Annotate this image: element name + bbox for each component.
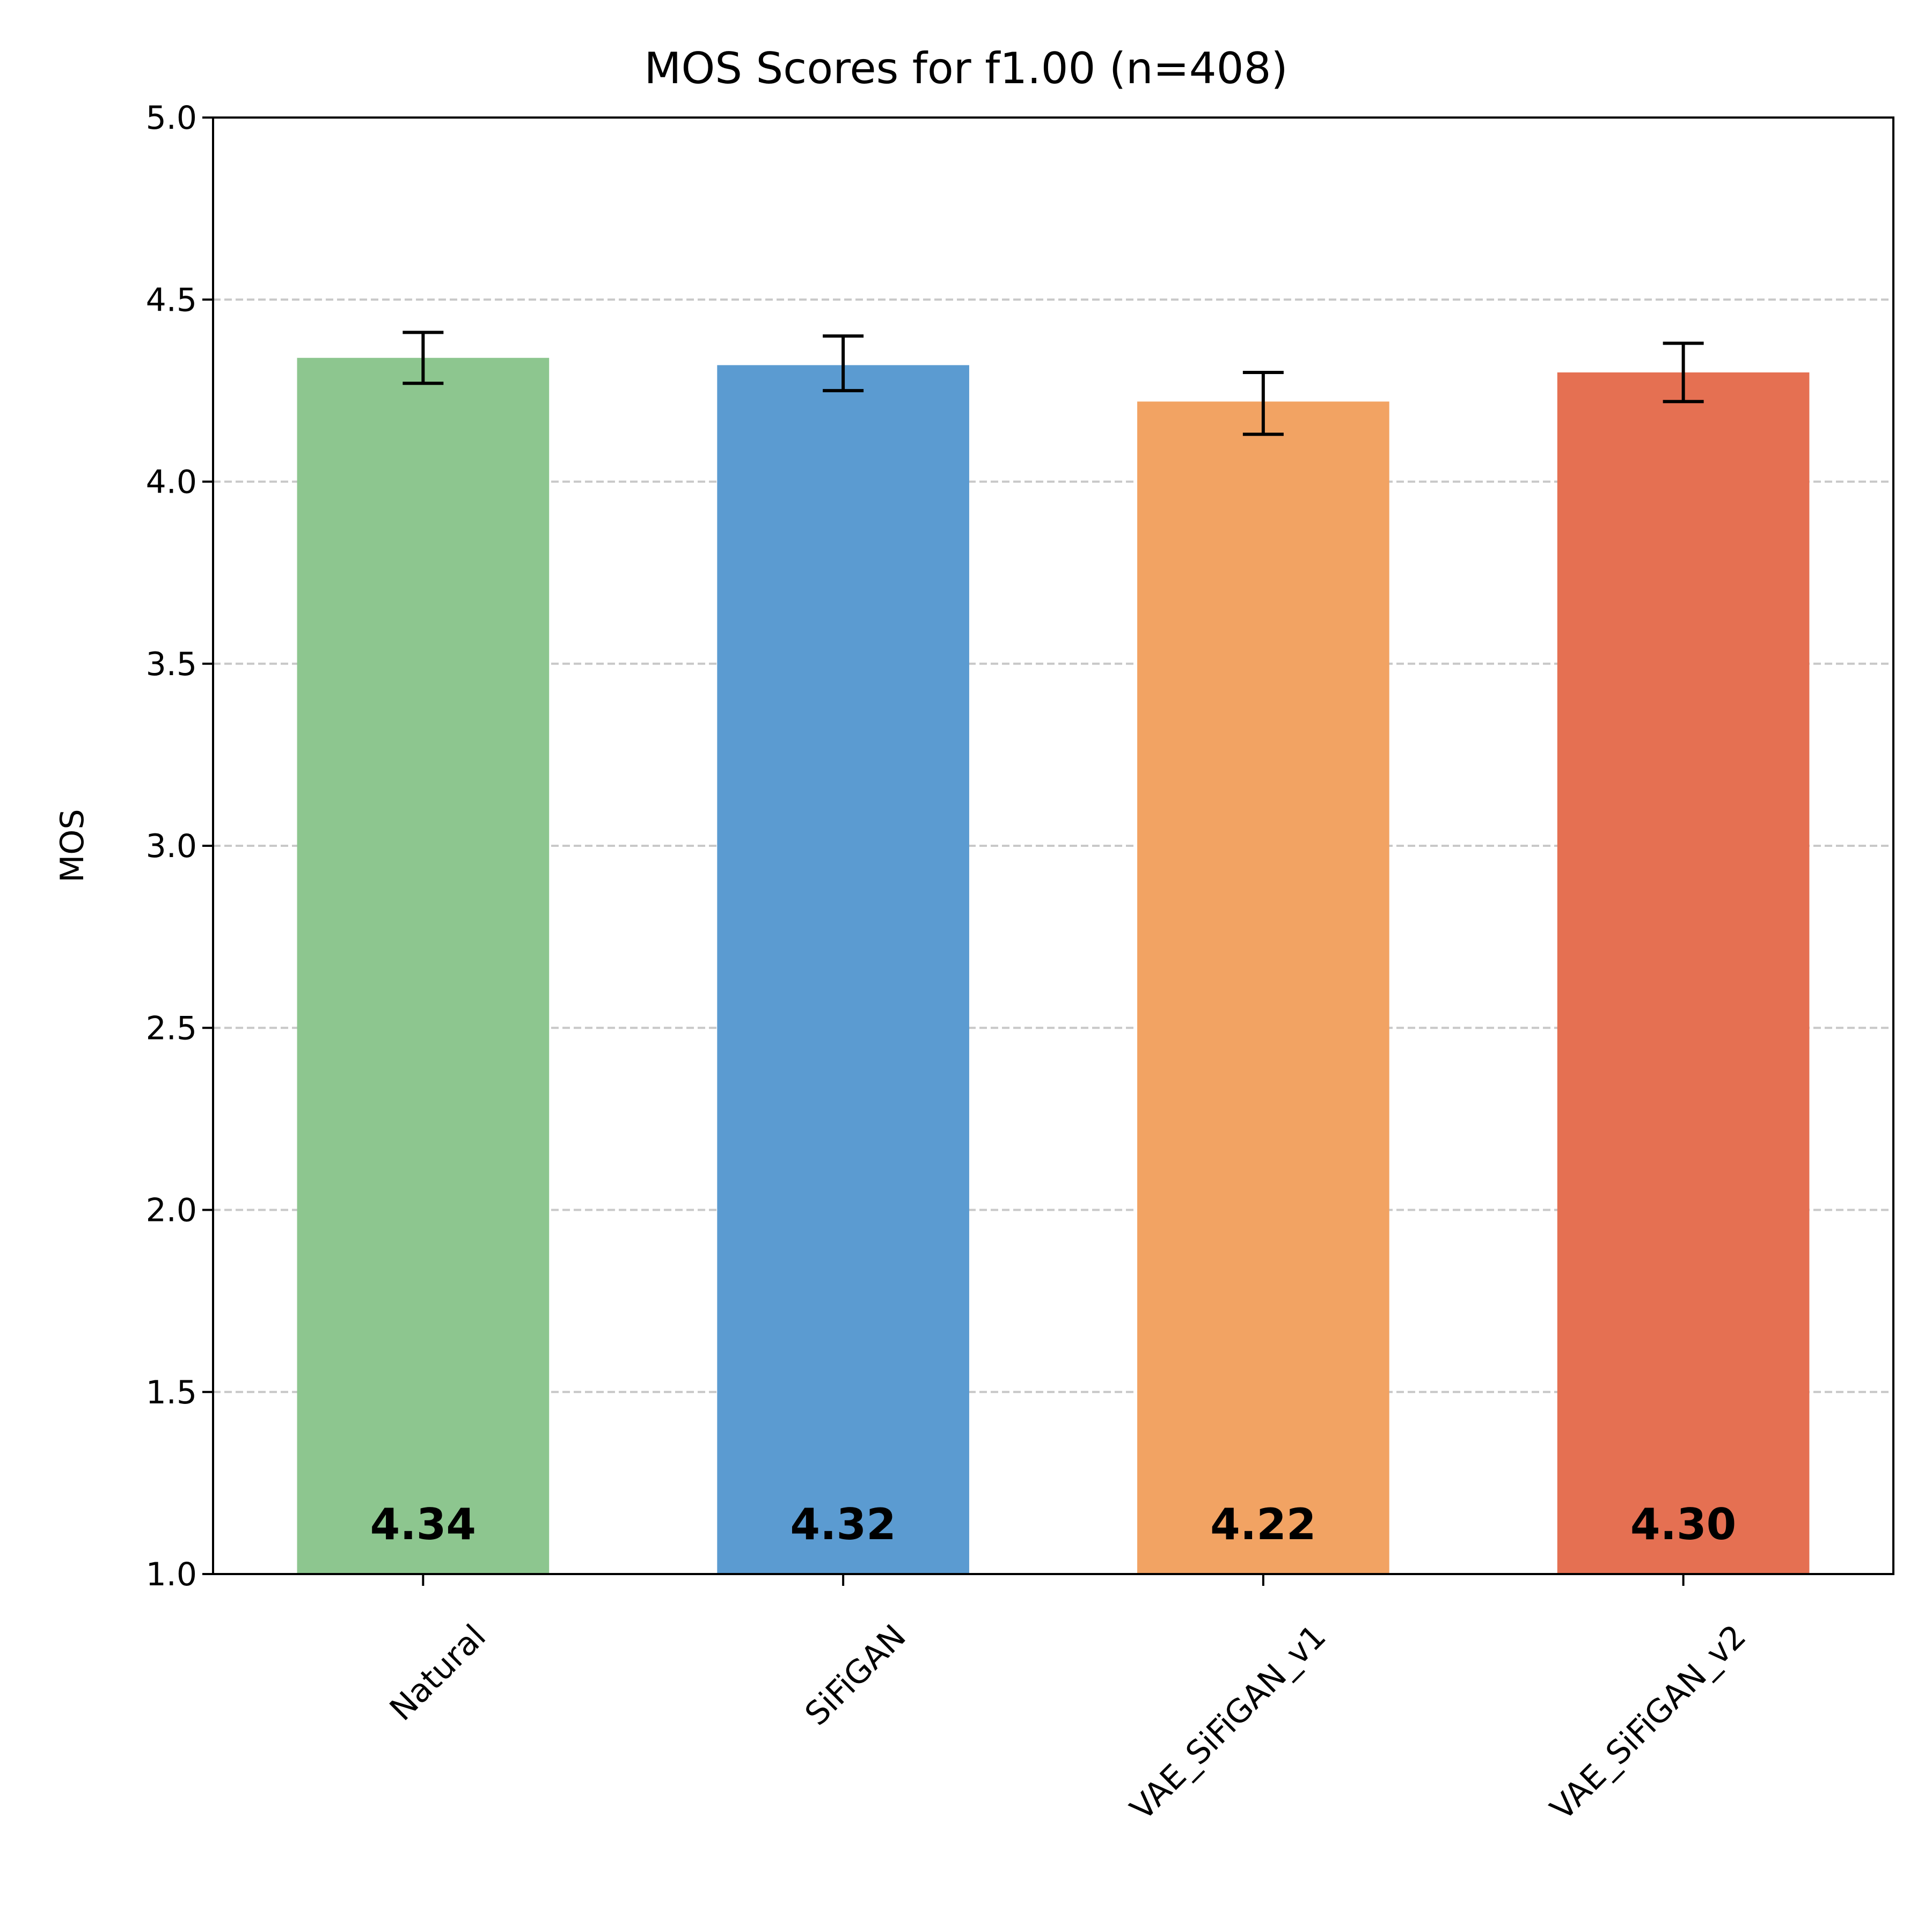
- y-tick-label: 5.0: [146, 99, 197, 137]
- y-tick-label: 2.0: [146, 1192, 197, 1230]
- x-axis-ticks: Natural SiFiGAN VAE_SiFiGAN_v1 VAE_SiFiGAN_…: [383, 1574, 1753, 1828]
- bar-value-label: 4.30: [1630, 1499, 1736, 1549]
- bars: [297, 357, 1810, 1575]
- y-tick-label: 1.5: [146, 1374, 197, 1411]
- y-tick-label: 4.5: [146, 281, 197, 319]
- y-tick-label: 2.5: [146, 1009, 197, 1047]
- x-tick-label: VAE_SiFiGAN_v2: [1543, 1618, 1754, 1828]
- x-tick-label: VAE_SiFiGAN_v1: [1123, 1618, 1334, 1828]
- bar-value-label: 4.22: [1210, 1499, 1316, 1549]
- bar-natural: [297, 357, 550, 1574]
- bar-vae_sifigan_v2: [1557, 372, 1810, 1575]
- x-tick-label: Natural: [383, 1618, 493, 1728]
- y-tick-label: 3.0: [146, 828, 197, 865]
- bar-value-label: 4.32: [790, 1499, 896, 1549]
- y-tick-label: 3.5: [146, 646, 197, 683]
- bar-sifigan: [717, 365, 969, 1575]
- bar-value-labels: 4.34 4.32 4.22 4.30: [370, 1499, 1737, 1549]
- y-tick-label: 4.0: [146, 464, 197, 501]
- y-axis-label: MOS: [54, 809, 91, 882]
- bar-vae_sifigan_v1: [1137, 401, 1389, 1574]
- x-tick-label: SiFiGAN: [798, 1618, 913, 1733]
- y-tick-label: 1.0: [146, 1556, 197, 1593]
- error-bars: [402, 331, 1704, 436]
- chart-title: MOS Scores for f1.00 (n=408): [644, 43, 1287, 93]
- bar-value-label: 4.34: [370, 1499, 476, 1549]
- y-axis-ticks: 1.0 1.5 2.0 2.5 3.0 3.5 4.0 4.5 5.0: [146, 99, 213, 1593]
